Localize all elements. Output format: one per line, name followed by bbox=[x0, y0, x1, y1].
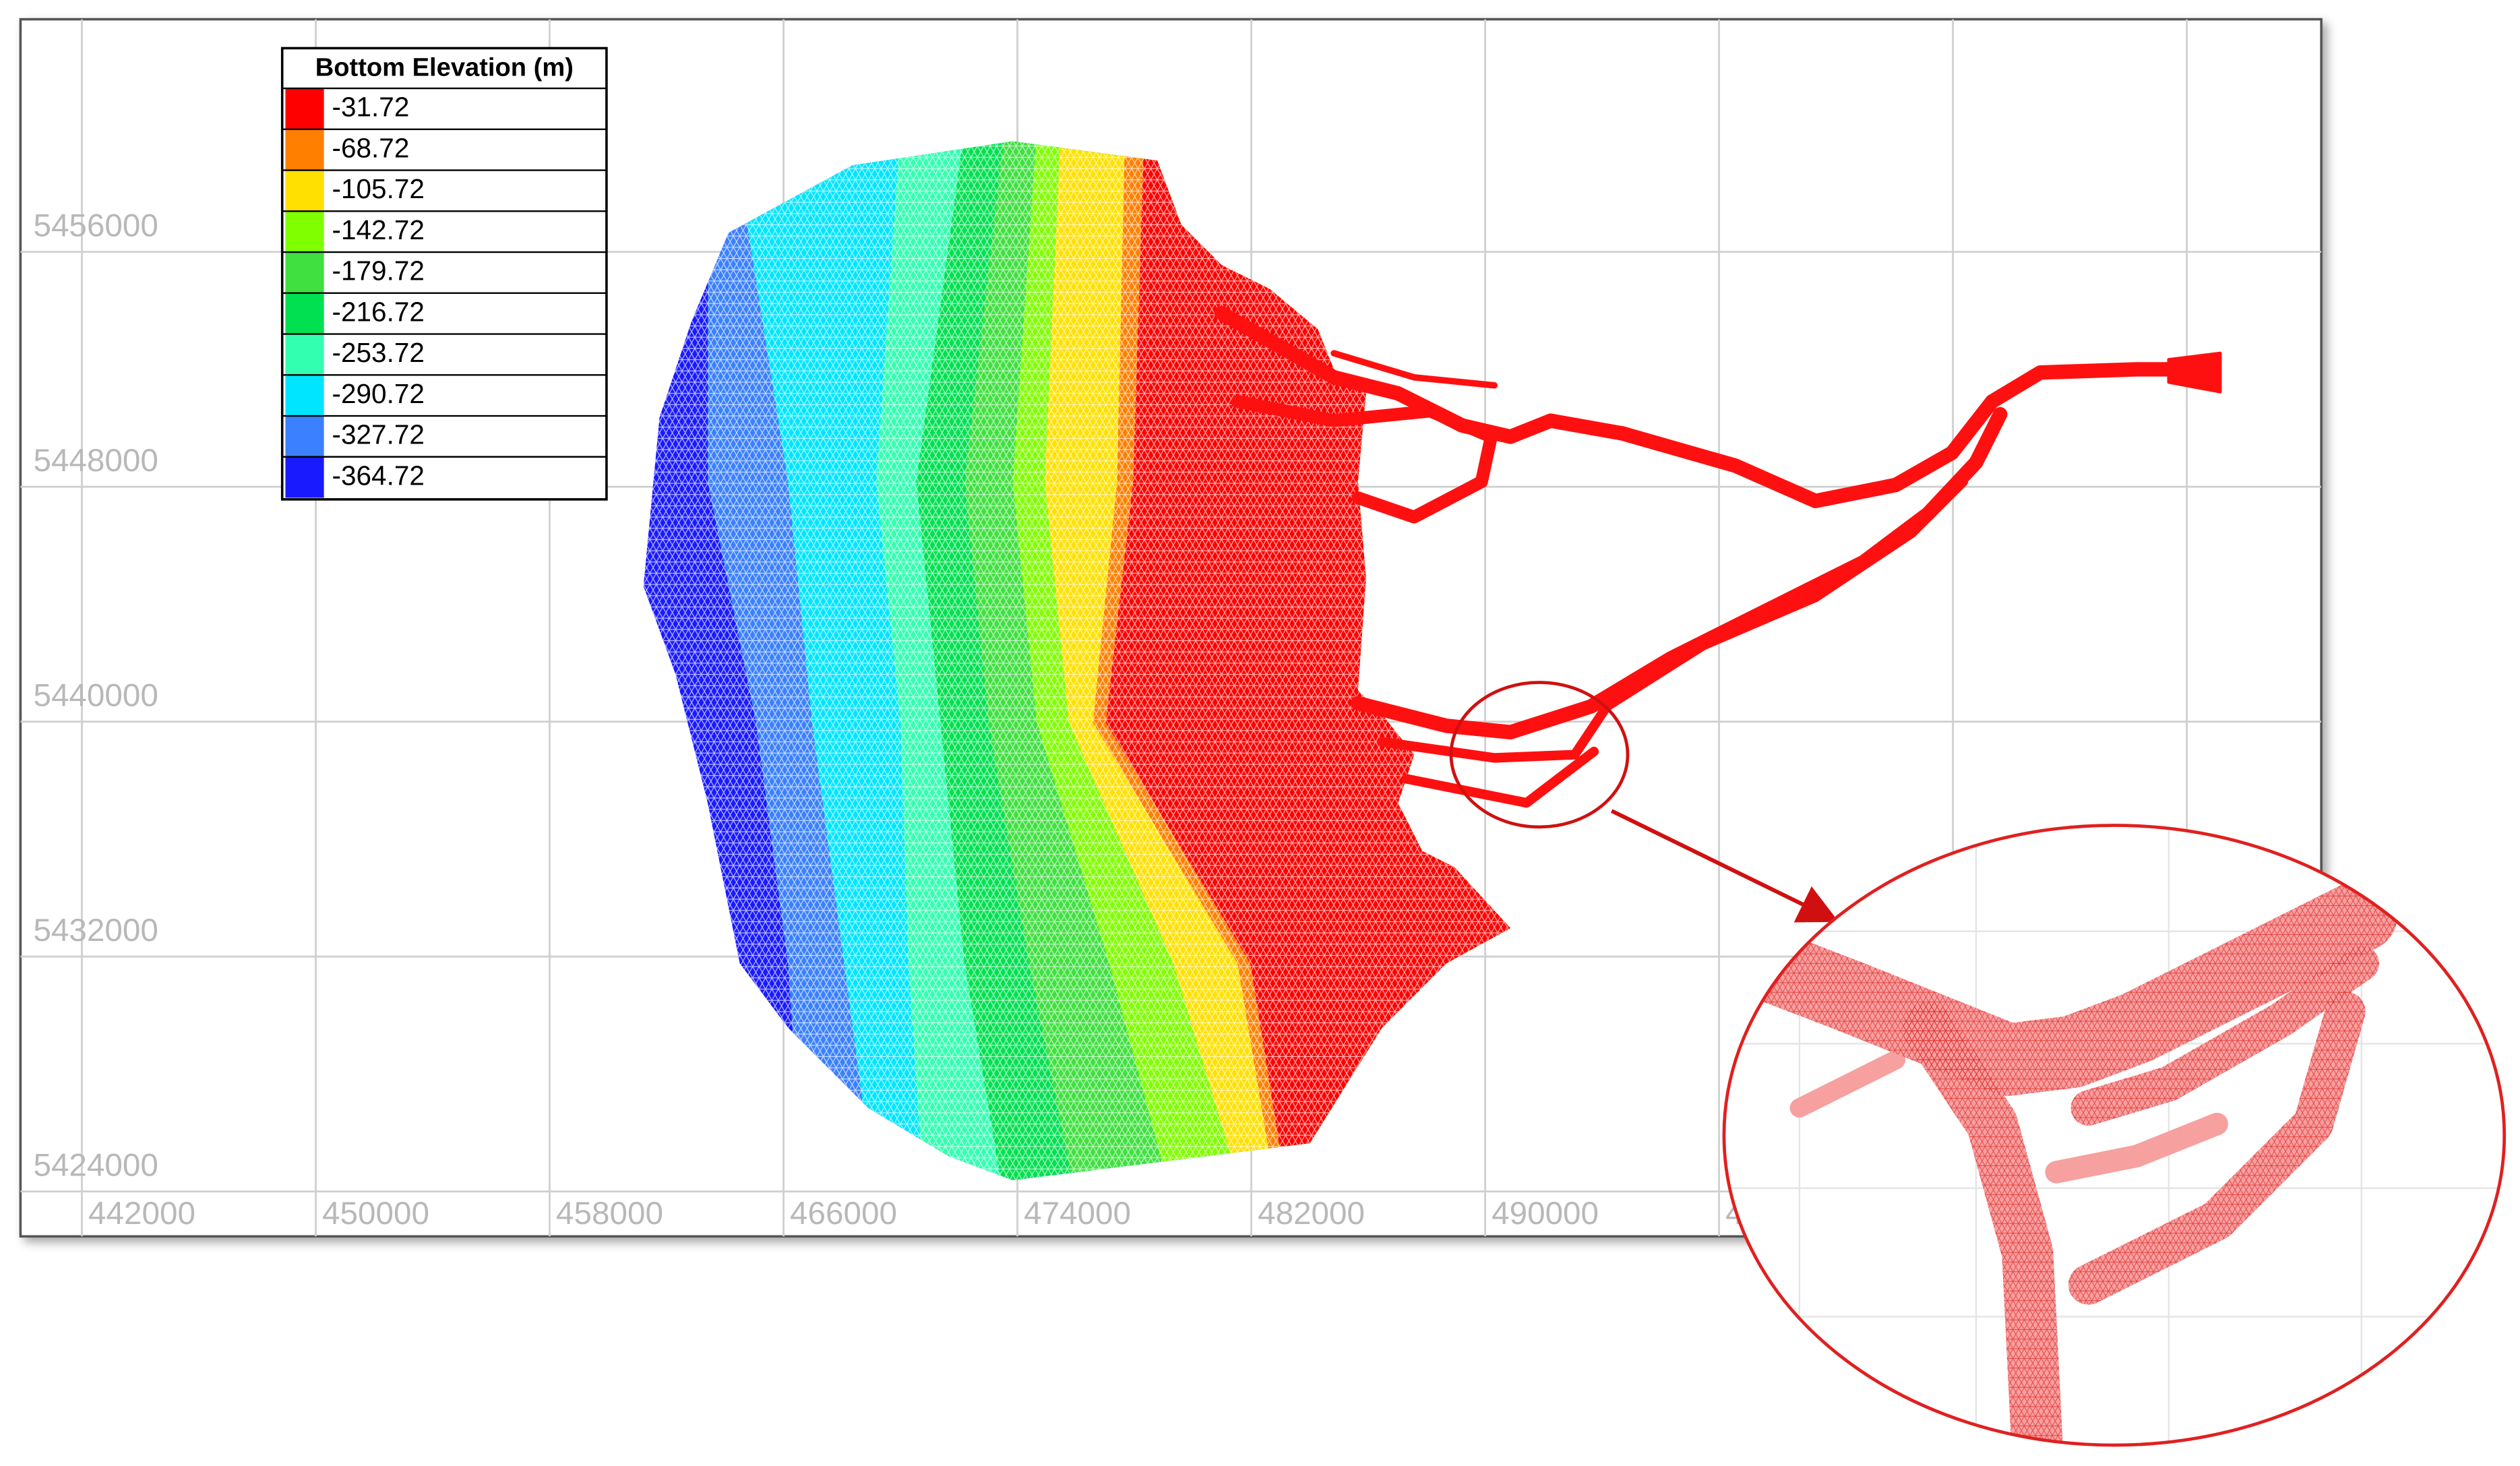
legend-swatch bbox=[285, 456, 324, 498]
river-channels bbox=[1214, 305, 2222, 808]
legend-swatch bbox=[285, 211, 324, 253]
zoom-circle bbox=[1449, 681, 1630, 829]
x-tick-label: 482000 bbox=[1258, 1196, 1365, 1231]
legend-label: -290.72 bbox=[332, 378, 425, 409]
legend-swatch bbox=[285, 170, 324, 212]
legend: Bottom Elevation (m) -31.72 -68.72 -105.72… bbox=[280, 47, 608, 501]
legend-label: -105.72 bbox=[332, 173, 425, 204]
x-tick-label: 474000 bbox=[1024, 1196, 1131, 1231]
legend-swatch bbox=[285, 88, 324, 129]
legend-swatch bbox=[285, 129, 324, 171]
y-tick-label: 5456000 bbox=[33, 208, 158, 243]
legend-label: -142.72 bbox=[332, 214, 425, 245]
legend-label: -31.72 bbox=[332, 92, 410, 123]
y-tick-label: 5440000 bbox=[33, 677, 158, 713]
x-tick-label: 490000 bbox=[1492, 1196, 1599, 1231]
legend-label: -253.72 bbox=[332, 337, 425, 368]
legend-swatch bbox=[285, 252, 324, 293]
legend-swatch bbox=[285, 334, 324, 375]
legend-swatch bbox=[285, 293, 324, 334]
legend-swatch bbox=[285, 375, 324, 417]
inset bbox=[1722, 824, 2507, 1447]
legend-title: Bottom Elevation (m) bbox=[315, 53, 574, 82]
legend-label: -216.72 bbox=[332, 296, 425, 327]
x-tick-label: 466000 bbox=[790, 1196, 897, 1231]
zoom-arrow bbox=[1610, 809, 1839, 923]
y-tick-label: 5448000 bbox=[33, 443, 158, 479]
x-tick-label: 458000 bbox=[556, 1196, 663, 1231]
legend-label: -327.72 bbox=[332, 419, 425, 450]
x-tick-label: 442000 bbox=[88, 1196, 195, 1231]
legend-label: -364.72 bbox=[332, 460, 425, 491]
x-tick-label: 450000 bbox=[322, 1196, 429, 1231]
y-tick-label: 5424000 bbox=[33, 1148, 158, 1184]
legend-label: -68.72 bbox=[332, 132, 410, 163]
y-tick-label: 5432000 bbox=[33, 913, 158, 948]
legend-swatch bbox=[285, 416, 324, 457]
legend-label: -179.72 bbox=[332, 255, 425, 286]
